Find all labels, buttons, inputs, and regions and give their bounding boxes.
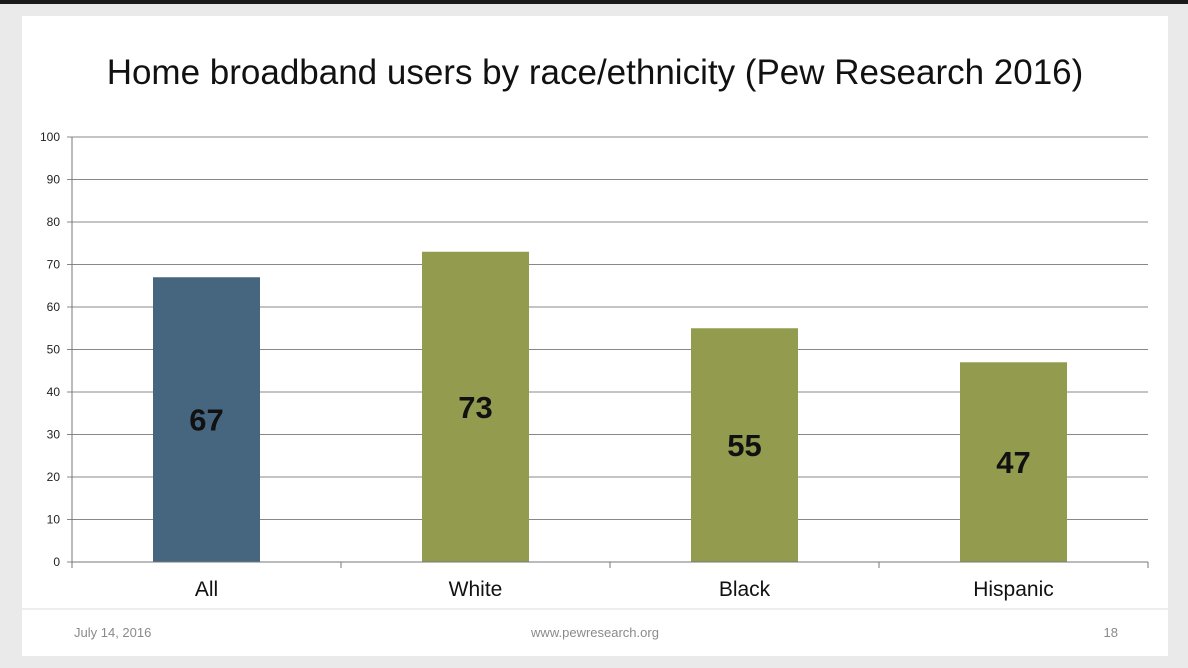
x-tick-label: Black: [719, 578, 771, 601]
y-tick-label: 60: [47, 300, 61, 314]
bar-value-label: 55: [727, 428, 761, 463]
bar-hispanic: [960, 362, 1067, 562]
bar-black: [691, 328, 798, 562]
y-tick-label: 70: [47, 258, 61, 272]
x-tick-label: All: [195, 578, 218, 601]
y-tick-label: 90: [47, 173, 61, 187]
y-tick-label: 50: [47, 343, 61, 357]
bar-chart: 0 10 20 30 40 50 60 70 80 90 100 67 73 55 47 All White…: [22, 130, 1168, 610]
chart-title: Home broadband users by race/ethnicity (…: [106, 53, 1084, 92]
x-tick-label: White: [449, 578, 503, 601]
slide: Home broadband users by race/ethnicity (…: [22, 16, 1168, 656]
x-tick-label: Hispanic: [973, 578, 1054, 601]
y-tick-label: 40: [47, 385, 61, 399]
y-tick-label: 10: [47, 513, 61, 527]
y-tick-label: 30: [47, 428, 61, 442]
bar-value-label: 67: [189, 403, 223, 438]
bars: [153, 251, 1067, 562]
bar-value-label: 47: [996, 445, 1030, 480]
x-axis-ticks: All White Black Hispanic: [195, 578, 1054, 601]
value-labels: 67 73 55 47: [189, 390, 1030, 480]
footer-page-number: 18: [1103, 625, 1118, 640]
y-tick-label: 20: [47, 470, 61, 484]
y-tick-label: 0: [53, 555, 60, 569]
bar-value-label: 73: [458, 390, 492, 425]
footer-date: July 14, 2016: [74, 625, 152, 640]
y-tick-label: 100: [40, 130, 60, 144]
y-tick-label: 80: [47, 215, 61, 229]
top-border: [0, 0, 1188, 4]
bar-all: [153, 277, 260, 562]
x-axis: [22, 137, 1168, 610]
footer-url: www.pewresearch.org: [531, 625, 659, 640]
bar-white: [422, 251, 529, 562]
y-axis-ticks: 0 10 20 30 40 50 60 70 80 90 100: [40, 130, 60, 569]
